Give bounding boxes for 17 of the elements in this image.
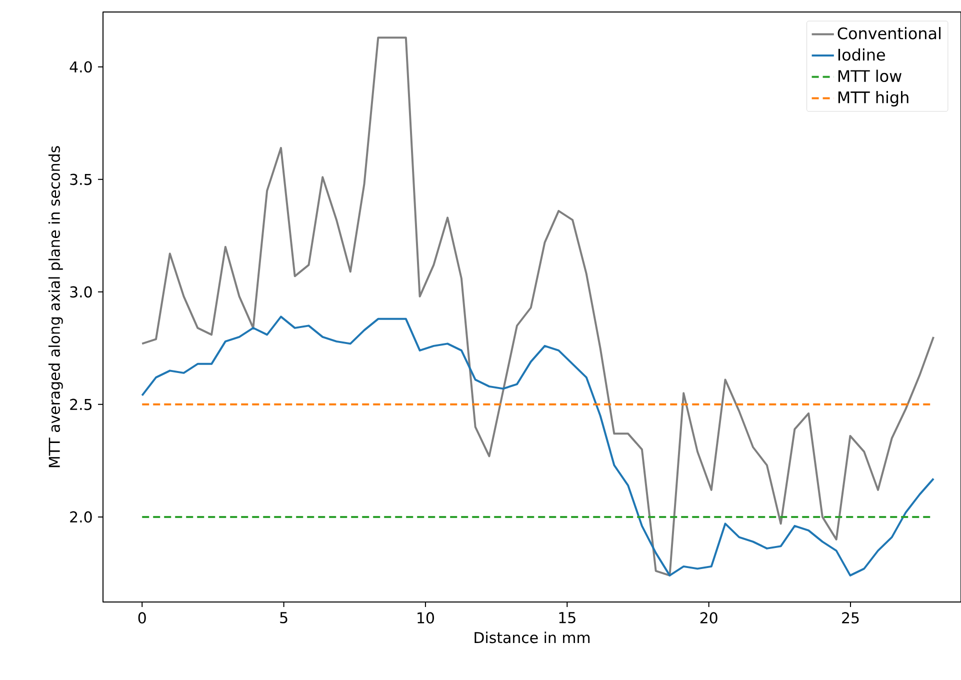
y-tick-label: 2.0: [70, 511, 92, 523]
x-axis-title: Distance in mm: [474, 632, 590, 644]
x-tick-label: 0: [138, 612, 146, 624]
x-tick-label: 10: [418, 612, 434, 624]
x-tick-label: 5: [280, 612, 288, 624]
y-axis-title: MTT averaged along axial plane in seconds: [48, 146, 63, 468]
x-tick-label: 20: [700, 612, 718, 624]
x-tick-label: 15: [559, 612, 576, 624]
legend-label: MTT high: [838, 91, 908, 106]
legend-label: Conventional: [838, 27, 940, 40]
legend-label: Iodine: [838, 48, 885, 61]
y-tick-label: 3.0: [70, 286, 92, 298]
legend-label: MTT low: [838, 70, 902, 82]
x-tick-label: 25: [842, 612, 859, 624]
y-tick-label: 2.5: [70, 398, 92, 410]
y-tick-label: 3.5: [70, 174, 92, 186]
y-tick-label: 4.0: [70, 61, 92, 73]
